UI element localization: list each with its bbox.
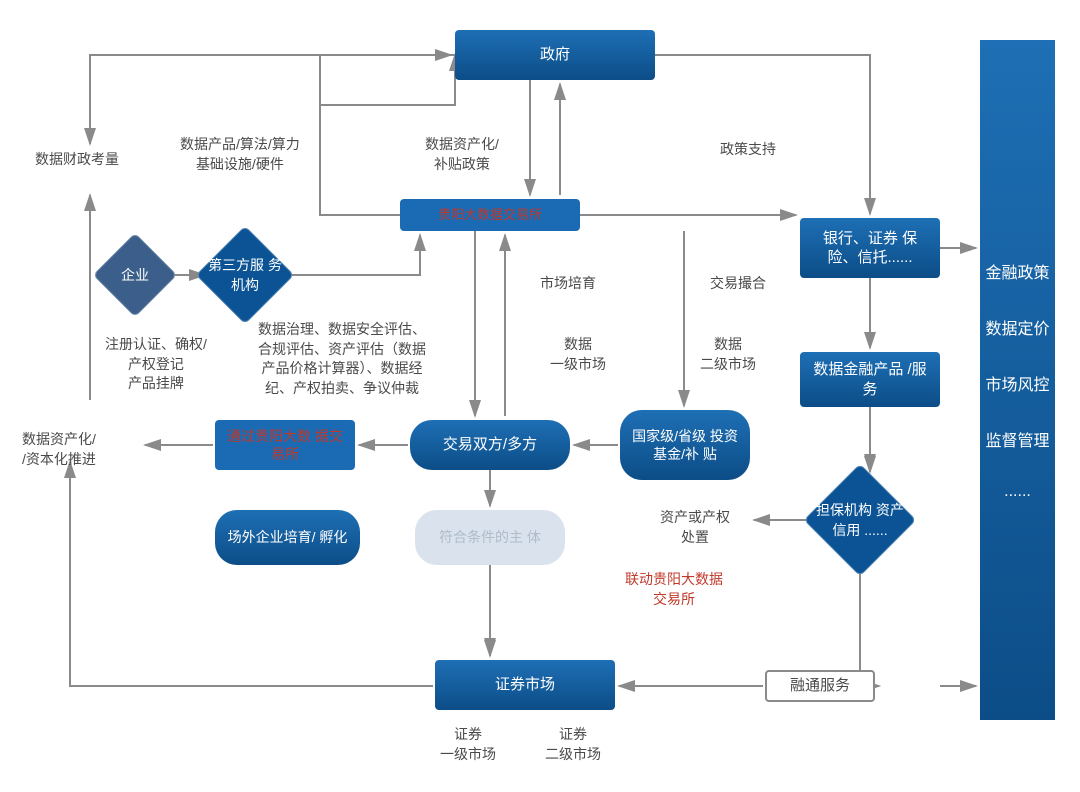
sidebar-item: 市场风控 <box>985 371 1049 395</box>
sidebar-panel: 金融政策 数据定价 市场风控 监督管理 ...... <box>980 40 1055 720</box>
label: 担保机构 资产信用 ...... <box>812 500 908 540</box>
flowchart-canvas: 政府 贵阳大数据交易所 银行、证券 保险、信托...... 企业 第三方服 务机… <box>0 0 1080 792</box>
label: 贵阳大数据交易所 <box>438 207 542 224</box>
label: 融通服务 <box>790 676 850 696</box>
label: 证券市场 <box>495 675 555 695</box>
label: 数据金融产品 /服务 <box>810 360 930 399</box>
label-market-cultivation: 市场培育 <box>540 274 596 294</box>
label-sec-secondary: 证券 二级市场 <box>545 725 601 764</box>
label-primary-market: 数据 一级市场 <box>550 335 606 374</box>
label: 通过贵阳大数 据交易所 <box>225 427 345 463</box>
label-deal-matching: 交易撮合 <box>710 274 766 294</box>
node-securities-market: 证券市场 <box>435 660 615 710</box>
node-financing-service: 融通服务 <box>765 670 875 702</box>
node-exchange: 贵阳大数据交易所 <box>400 199 580 231</box>
node-bank-securities: 银行、证券 保险、信托...... <box>800 218 940 278</box>
node-incubation: 场外企业培育/ 孵化 <box>215 510 360 565</box>
node-third-party: 第三方服 务机构 <box>210 240 280 310</box>
node-guarantee: 担保机构 资产信用 ...... <box>820 480 900 560</box>
label-governance: 数据治理、数据安全评估、 合规评估、资产评估（数据 产品价格计算器）、数据经 纪… <box>258 320 426 398</box>
sidebar-item: 数据定价 <box>985 315 1049 339</box>
label-data-fiscal: 数据财政考量 <box>35 150 119 170</box>
node-investment-fund: 国家级/省级 投资基金/补 贴 <box>620 410 750 480</box>
label-link-exchange: 联动贵阳大数据 交易所 <box>625 570 723 609</box>
label: 交易双方/多方 <box>443 435 537 455</box>
sidebar-item: 金融政策 <box>985 259 1049 283</box>
sidebar-item: ...... <box>1004 483 1031 501</box>
label-asset-push: 数据资产化/ /资本化推进 <box>22 430 96 469</box>
node-enterprise: 企业 <box>105 245 165 305</box>
node-government: 政府 <box>455 30 655 80</box>
label-asset-disposal: 资产或产权 处置 <box>660 508 730 547</box>
label-sec-primary: 证券 一级市场 <box>440 725 496 764</box>
node-trade-parties: 交易双方/多方 <box>410 420 570 470</box>
label-policy-support: 政策支持 <box>720 140 776 160</box>
node-eligible-entity: 符合条件的主 体 <box>415 510 565 565</box>
node-financial-product: 数据金融产品 /服务 <box>800 352 940 407</box>
node-via-exchange: 通过贵阳大数 据交易所 <box>215 420 355 470</box>
sidebar-item: 监督管理 <box>985 427 1049 451</box>
label-data-product: 数据产品/算法/算力 基础设施/硬件 <box>180 135 300 174</box>
label: 场外企业培育/ 孵化 <box>228 528 348 546</box>
label: 银行、证券 保险、信托...... <box>810 229 930 268</box>
label: 企业 <box>99 265 171 285</box>
label: 政府 <box>540 45 570 65</box>
label-assetize-subsidy: 数据资产化/ 补贴政策 <box>425 135 499 174</box>
label: 符合条件的主 体 <box>439 528 541 546</box>
label: 第三方服 务机构 <box>203 255 287 295</box>
label-registration: 注册认证、确权/ 产权登记 产品挂牌 <box>105 335 207 394</box>
label-secondary-market: 数据 二级市场 <box>700 335 756 374</box>
label: 国家级/省级 投资基金/补 贴 <box>630 427 740 463</box>
